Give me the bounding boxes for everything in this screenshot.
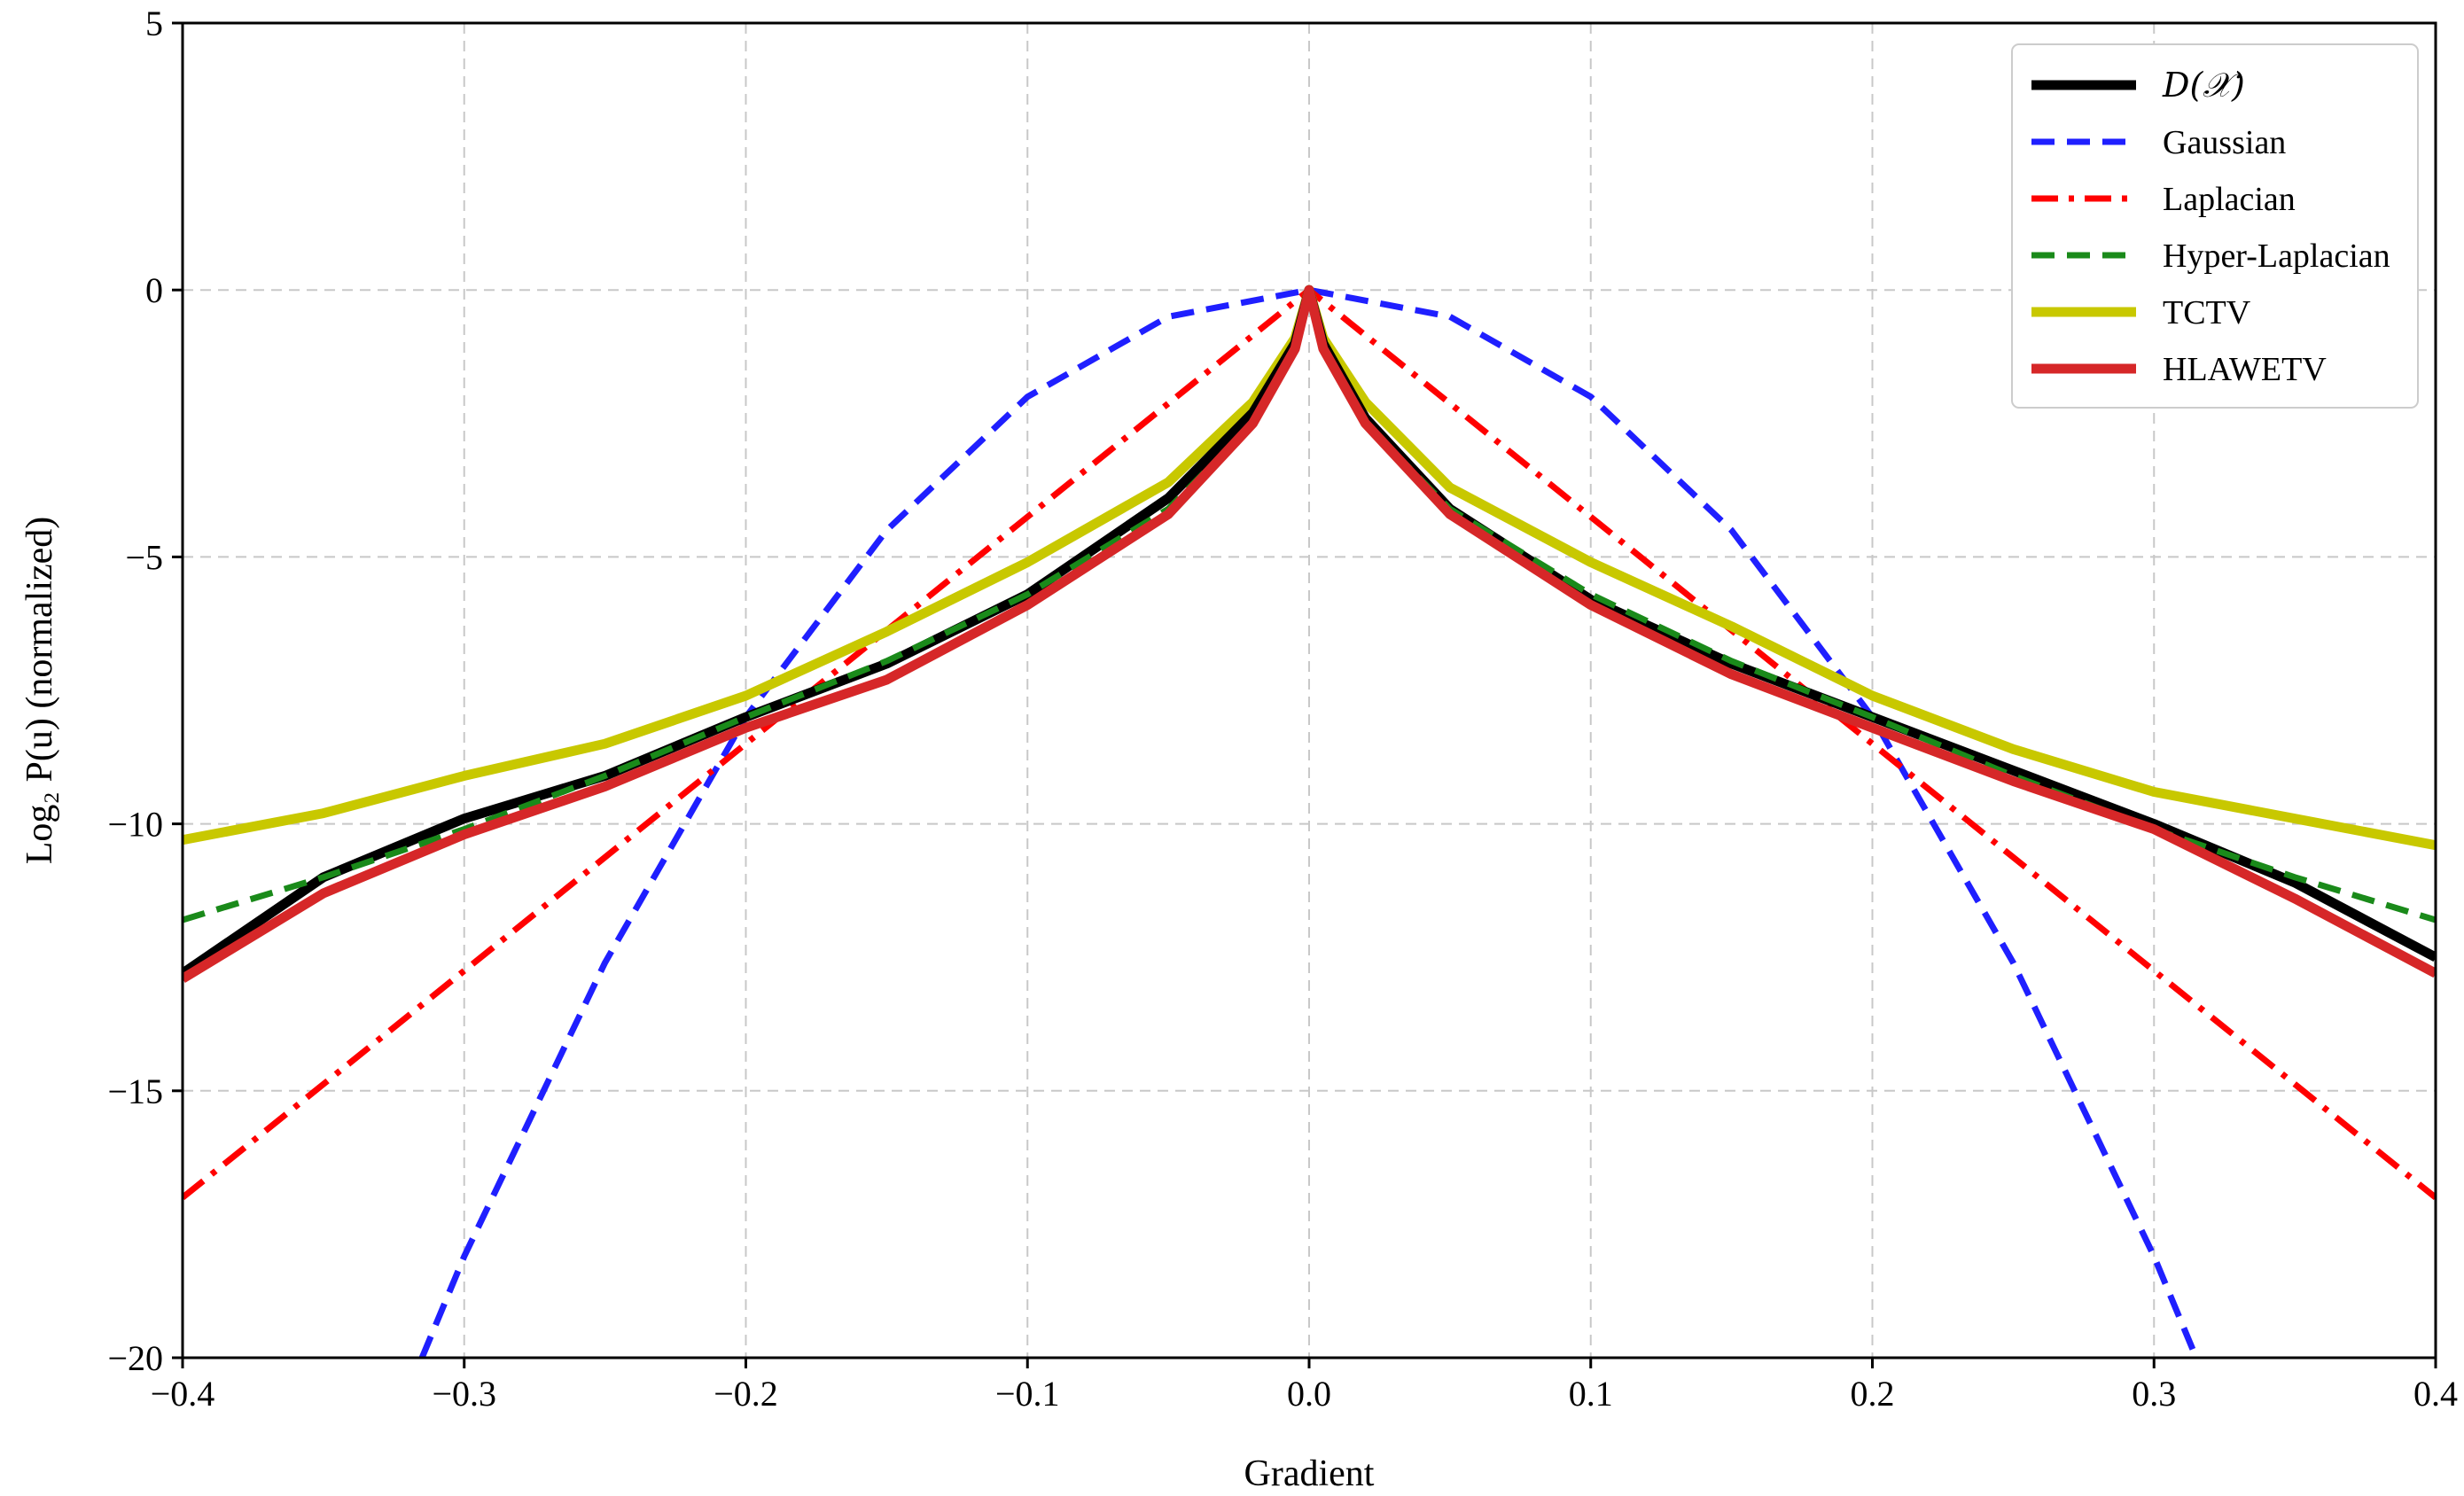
y-axis-label: Log₂ P(u) (normalized) (19, 517, 60, 865)
x-tick-label: −0.3 (432, 1374, 496, 1414)
legend-label: TCTV (2163, 294, 2251, 331)
legend: D(𝒳) Gaussian Laplacian Hyper-Laplacian TCTV… (2011, 43, 2419, 409)
y-tick-label: 0 (145, 270, 163, 310)
y-tick-label: −5 (125, 537, 163, 577)
x-tick-label: 0.3 (2132, 1374, 2176, 1414)
x-tick-label: 0.2 (1851, 1374, 1895, 1414)
legend-label: Laplacian (2163, 181, 2296, 218)
series-line-hyper-laplacian (183, 286, 2436, 923)
x-tick-label: −0.1 (995, 1374, 1060, 1414)
legend-label: Gaussian (2163, 124, 2286, 161)
x-axis: −0.4 −0.3 −0.2 −0.1 0.0 0.1 0.2 0.3 0.4 (151, 1358, 2458, 1414)
x-axis-label: Gradient (1244, 1453, 1375, 1494)
legend-label: Hyper-Laplacian (2163, 238, 2390, 275)
x-tick-label: −0.2 (713, 1374, 778, 1414)
y-tick-label: 5 (145, 4, 163, 43)
legend-label: HLAWETV (2163, 351, 2327, 388)
y-axis: −20 −15 −10 −5 0 5 (107, 4, 183, 1378)
legend-label: D(𝒳) (2162, 66, 2245, 105)
plot-area (183, 284, 2436, 1358)
y-tick-label: −20 (107, 1338, 163, 1378)
x-tick-label: 0.0 (1287, 1374, 1331, 1414)
x-tick-label: −0.4 (151, 1374, 215, 1414)
y-tick-label: −10 (107, 805, 163, 845)
series-line-hlawetv (183, 284, 2436, 984)
x-tick-label: 0.1 (1569, 1374, 1613, 1414)
x-tick-label: 0.4 (2413, 1374, 2458, 1414)
y-tick-label: −15 (107, 1071, 163, 1111)
